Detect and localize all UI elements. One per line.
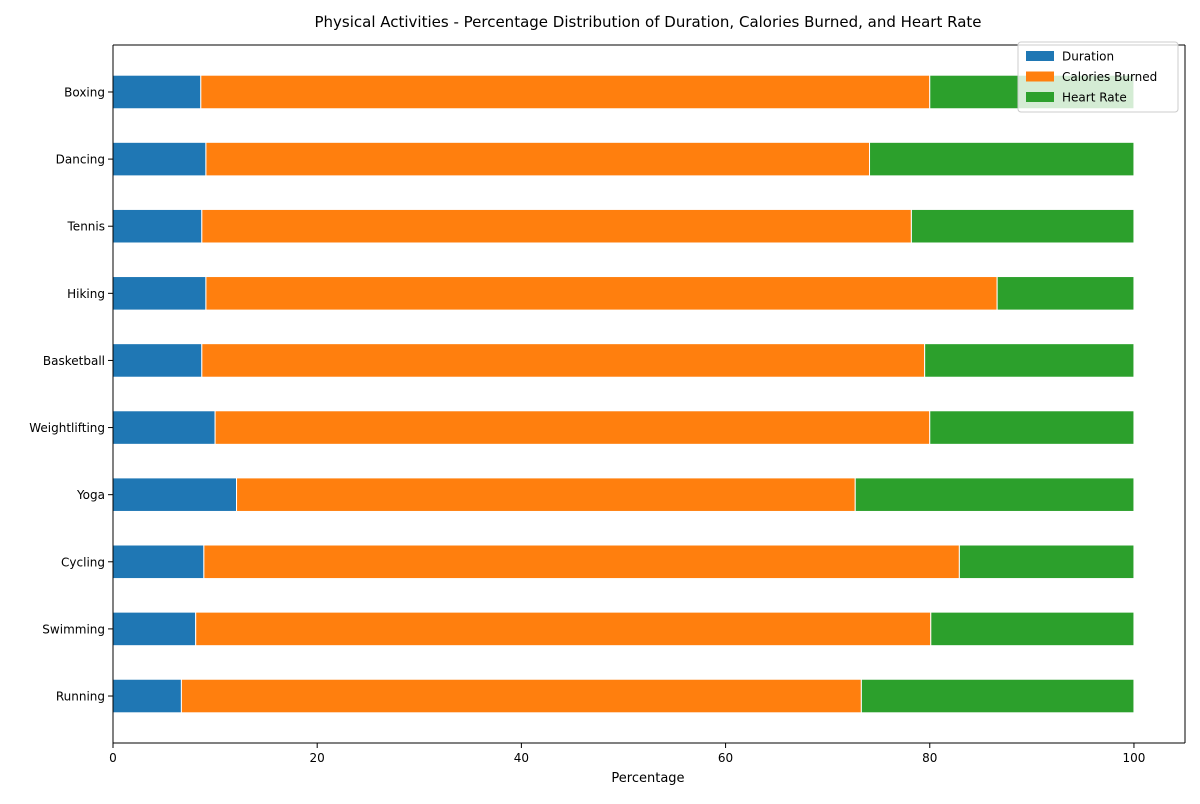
bar-running-calories-burned [180,678,862,714]
bar-tennis-duration [112,208,203,244]
bar-swimming-calories-burned [195,611,932,647]
legend-swatch [1026,71,1054,82]
x-tick-label: 40 [514,751,529,765]
bar-cycling-calories-burned [203,544,960,580]
bar-cycling-heart-rate [958,544,1135,580]
y-tick-label: Tennis [67,220,105,234]
x-tick-label: 0 [109,751,117,765]
bar-cycling-duration [112,544,205,580]
bar-boxing-duration [112,74,202,110]
bar-dancing-heart-rate [869,141,1135,177]
y-tick-label: Basketball [43,354,105,368]
x-axis-label: Percentage [611,771,684,786]
legend-swatch [1026,51,1054,61]
y-tick-label: Weightlifting [29,421,105,435]
bar-boxing-calories-burned [200,74,931,110]
y-tick-label: Yoga [76,488,105,502]
bar-tennis-calories-burned [201,208,912,244]
bar-hiking-calories-burned [205,276,998,311]
bar-running-heart-rate [860,678,1135,714]
bar-hiking-heart-rate [996,276,1135,311]
bar-dancing-calories-burned [205,141,871,177]
bar-tennis-heart-rate [910,208,1135,244]
y-tick-label: Hiking [67,287,105,301]
bar-running-duration [112,678,182,714]
y-tick-label: Running [56,690,105,704]
bar-yoga-calories-burned [236,477,856,512]
plot-area: 0 20 40 60 80 100 Running Swimming Cycling Yoga We… [29,41,1186,765]
y-tick-label: Cycling [61,555,105,569]
bar-swimming-duration [112,611,197,647]
bar-yoga-duration [112,477,238,512]
bar-weightlifting-heart-rate [929,410,1135,445]
bar-basketball-heart-rate [924,343,1135,378]
bar-yoga-heart-rate [854,477,1135,512]
legend-box [1017,41,1179,113]
bar-basketball-duration [112,343,203,378]
x-tick-label: 60 [718,751,733,765]
bar-basketball-calories-burned [201,343,926,378]
y-tick-label: Boxing [64,85,105,99]
legend: Duration Calories Burned Heart Rate [1017,41,1179,113]
x-tick-label: 80 [922,751,937,765]
bar-hiking-duration [112,276,207,311]
bar-weightlifting-calories-burned [214,410,931,445]
legend-label: Heart Rate [1062,91,1127,105]
y-tick-label: Swimming [42,622,105,636]
bar-dancing-duration [112,141,207,177]
chart-title: Physical Activities - Percentage Distrib… [314,13,981,31]
bar-swimming-heart-rate [930,611,1135,647]
x-tick-label: 100 [1122,751,1145,765]
legend-label: Calories Burned [1062,70,1157,84]
bar-weightlifting-duration [112,410,216,445]
legend-label: Duration [1062,50,1114,64]
y-tick-label: Dancing [56,153,105,167]
legend-swatch [1026,92,1054,102]
x-tick-label: 20 [310,751,325,765]
